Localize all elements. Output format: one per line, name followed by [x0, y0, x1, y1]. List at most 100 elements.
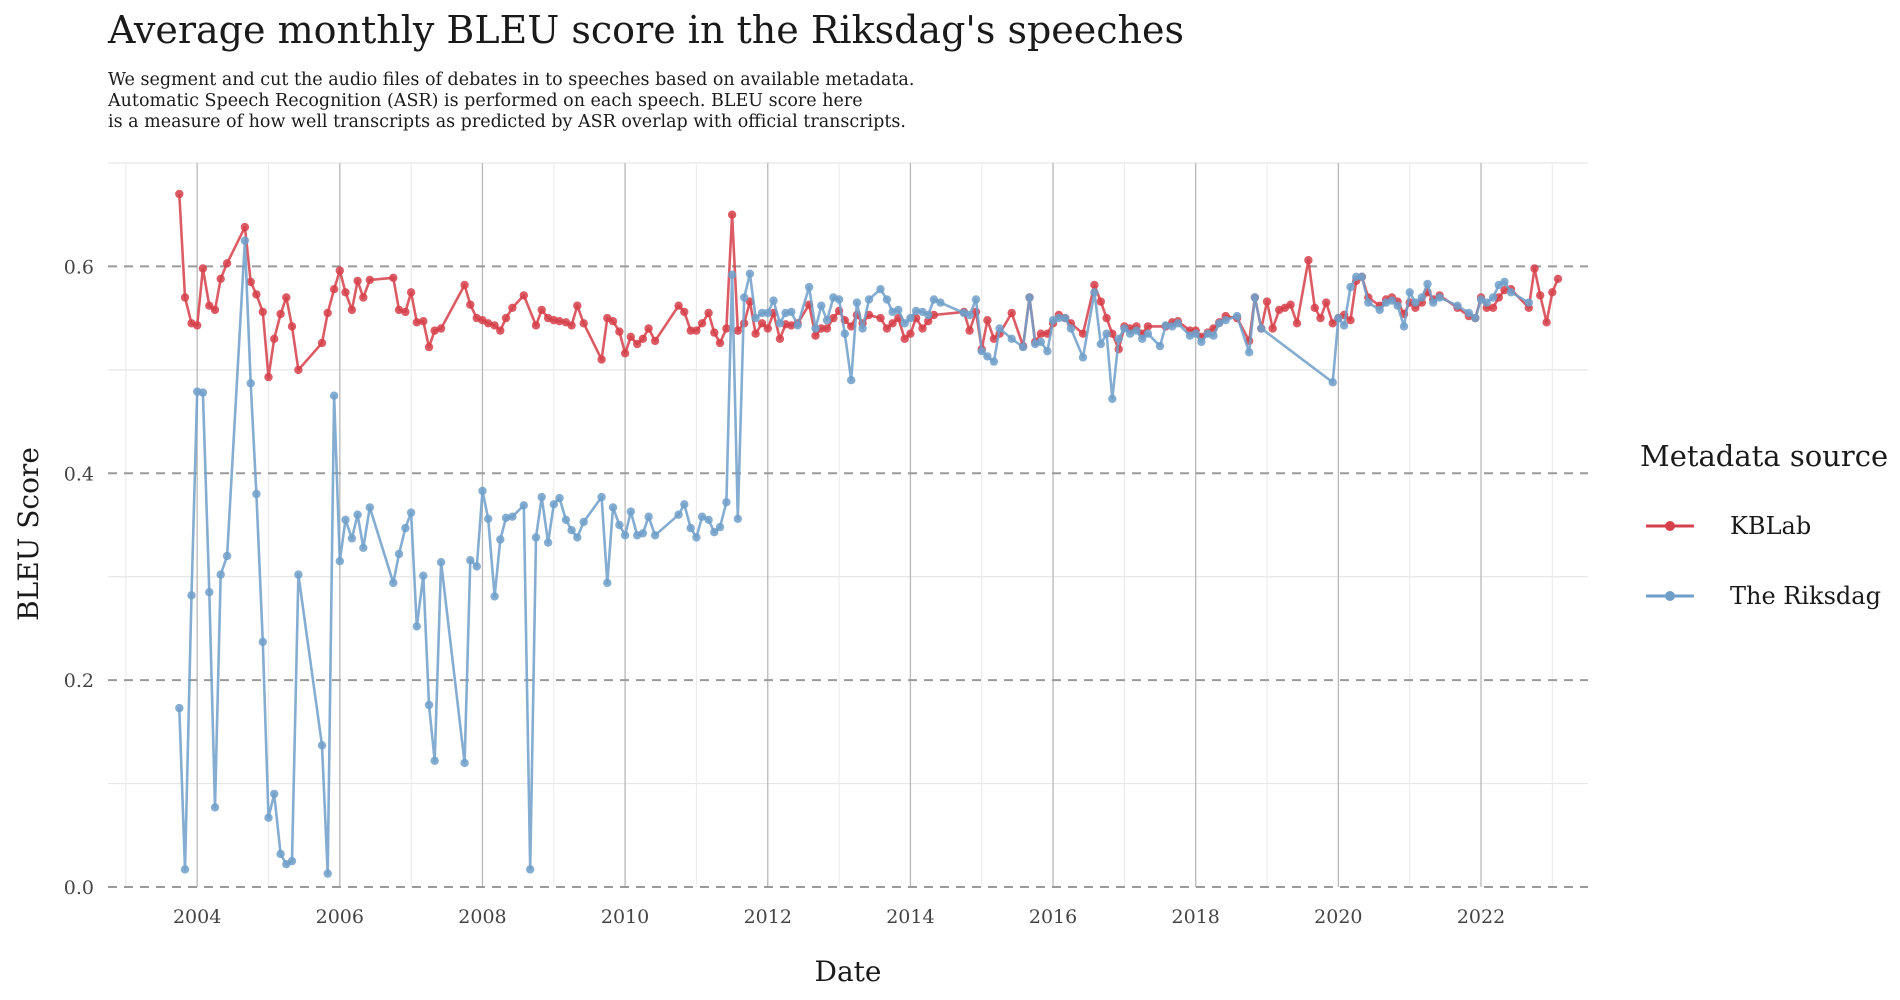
legend-marker — [1665, 521, 1675, 531]
data-point — [508, 512, 517, 521]
data-point — [787, 321, 796, 330]
data-point — [924, 317, 933, 326]
data-point — [537, 305, 546, 315]
data-point — [1399, 322, 1409, 331]
data-point — [323, 869, 332, 878]
data-point — [501, 313, 511, 323]
data-point — [359, 293, 368, 302]
data-point — [733, 514, 742, 523]
data-point — [466, 300, 475, 309]
data-point — [1090, 288, 1099, 297]
data-point — [419, 317, 428, 326]
data-point — [198, 388, 208, 397]
data-point — [1232, 311, 1242, 321]
data-point — [704, 308, 713, 318]
data-point — [977, 347, 986, 356]
x-axis-title: Date — [815, 955, 882, 988]
data-point — [472, 562, 481, 571]
data-point — [1090, 280, 1099, 290]
data-point — [1500, 286, 1509, 295]
data-point — [258, 637, 267, 647]
data-point — [579, 517, 588, 527]
data-point — [1143, 322, 1153, 331]
data-point — [697, 512, 707, 521]
data-point — [294, 365, 303, 375]
legend-item: The Riksdag — [1646, 582, 1881, 610]
data-point — [650, 531, 660, 540]
legend-item: KBLab — [1646, 512, 1811, 540]
data-point — [1429, 298, 1438, 307]
legend-items: KBLab The Riksdag — [1646, 512, 1881, 610]
data-point — [282, 293, 291, 302]
y-tick-label: 0.6 — [64, 256, 94, 278]
data-point — [989, 334, 999, 343]
data-point — [692, 533, 701, 542]
y-axis-ticks: 0.0 0.2 0.4 0.6 — [64, 256, 94, 899]
data-point — [763, 324, 772, 333]
data-point — [252, 489, 261, 499]
data-point — [490, 592, 499, 601]
data-point — [394, 549, 404, 559]
data-point — [882, 324, 892, 333]
data-point — [496, 535, 505, 544]
data-point — [674, 301, 683, 310]
data-point — [264, 813, 273, 822]
data-point — [1066, 324, 1076, 333]
data-point — [608, 503, 618, 512]
data-point — [1292, 319, 1302, 328]
data-point — [252, 290, 261, 299]
data-point — [323, 308, 332, 318]
data-point — [389, 578, 398, 588]
data-point — [1043, 347, 1052, 356]
data-point — [1132, 326, 1141, 335]
x-tick-label: 2020 — [1314, 906, 1362, 928]
data-point — [757, 319, 767, 328]
data-point — [1453, 301, 1462, 310]
data-point — [983, 352, 992, 361]
chart-title: Average monthly BLEU score in the Riksda… — [108, 8, 1184, 52]
data-point — [644, 324, 653, 333]
data-point — [1102, 313, 1111, 323]
data-point — [620, 531, 630, 540]
data-point — [430, 756, 439, 765]
x-tick-label: 2008 — [458, 906, 506, 928]
data-point — [573, 533, 582, 542]
data-point — [1316, 313, 1325, 323]
data-point — [811, 331, 820, 340]
data-point — [335, 266, 344, 275]
data-point — [1007, 334, 1016, 343]
data-point — [531, 321, 541, 330]
data-point — [287, 856, 297, 866]
data-point — [1536, 291, 1545, 300]
data-point — [1393, 301, 1402, 310]
data-point — [740, 293, 749, 302]
data-point — [365, 275, 374, 285]
data-point — [965, 310, 974, 320]
data-point — [727, 210, 737, 219]
chart-subtitle: We segment and cut the audio files of de… — [108, 70, 914, 133]
data-point — [722, 324, 731, 333]
data-point — [769, 296, 778, 305]
data-point — [1471, 313, 1480, 323]
data-point — [1542, 318, 1551, 327]
data-point — [329, 285, 339, 294]
legend-label: The Riksdag — [1730, 582, 1881, 610]
data-point — [294, 570, 303, 579]
data-point — [412, 622, 421, 631]
x-tick-label: 2004 — [173, 906, 221, 928]
data-point — [1125, 329, 1135, 338]
x-tick-label: 2018 — [1172, 906, 1220, 928]
y-tick-label: 0.0 — [64, 877, 94, 899]
data-point — [965, 326, 974, 335]
data-point — [466, 556, 475, 565]
data-point — [1209, 331, 1218, 340]
data-point — [1215, 319, 1224, 328]
data-point — [745, 269, 755, 278]
data-point — [264, 372, 273, 382]
data-point — [692, 326, 701, 335]
data-point — [704, 515, 713, 524]
data-point — [496, 326, 505, 335]
series-line — [178, 239, 1530, 875]
data-point — [620, 349, 630, 358]
data-point — [216, 274, 225, 283]
